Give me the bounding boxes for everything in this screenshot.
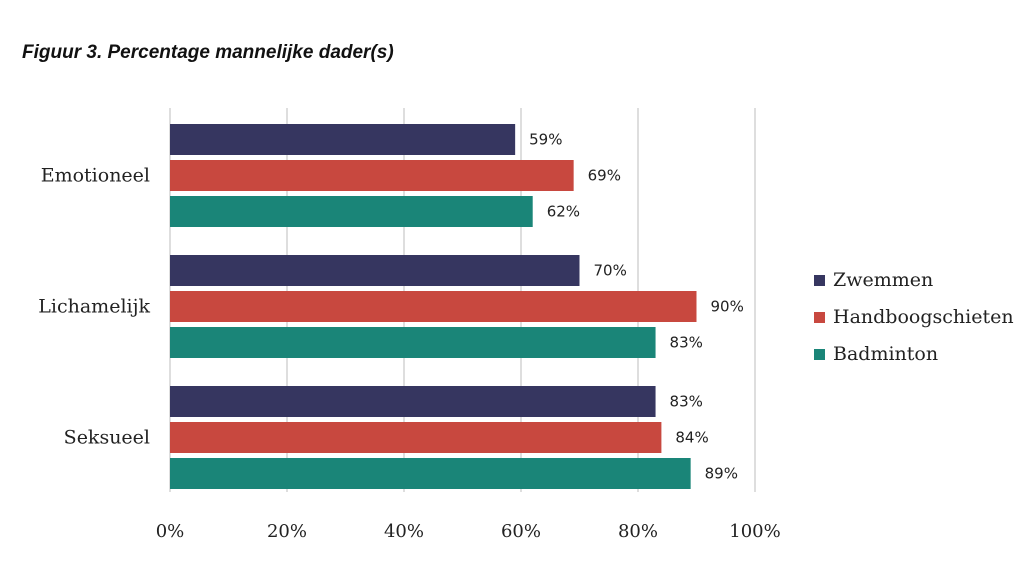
- data-label: 62%: [547, 203, 580, 221]
- bar: [170, 255, 580, 286]
- x-tick-label: 40%: [384, 521, 424, 542]
- data-label: 70%: [594, 262, 627, 280]
- data-label: 89%: [705, 465, 738, 483]
- x-axis-ticks: 0% 20% 40% 60% 80% 100%: [156, 521, 781, 542]
- bar: [170, 327, 656, 358]
- x-tick-label: 60%: [501, 521, 541, 542]
- bar: [170, 386, 656, 417]
- legend-swatch: [814, 349, 825, 360]
- bar: [170, 196, 533, 227]
- data-label: 83%: [670, 393, 703, 411]
- chart-title: Figuur 3. Percentage mannelijke dader(s): [22, 42, 394, 63]
- data-label: 83%: [670, 334, 703, 352]
- legend-swatch: [814, 275, 825, 286]
- bar: [170, 422, 662, 453]
- legend-label: Badminton: [833, 343, 938, 365]
- legend-label: Handboogschieten: [833, 306, 1014, 328]
- category-label: Seksueel: [64, 427, 150, 449]
- data-label: 84%: [675, 429, 708, 447]
- data-label: 90%: [711, 298, 744, 316]
- bar: [170, 160, 574, 191]
- data-labels: 59% 69% 62% 70% 90% 83% 83% 84% 89%: [529, 131, 744, 483]
- x-tick-label: 0%: [156, 521, 185, 542]
- bar: [170, 124, 516, 155]
- x-tick-label: 100%: [729, 521, 780, 542]
- category-label: Lichamelijk: [38, 296, 150, 318]
- data-label: 69%: [588, 167, 621, 185]
- legend-swatch: [814, 312, 825, 323]
- legend-label: Zwemmen: [833, 269, 933, 291]
- x-tick-label: 80%: [618, 521, 658, 542]
- category-label: Emotioneel: [41, 165, 150, 187]
- data-label: 59%: [529, 131, 562, 149]
- legend: Zwemmen Handboogschieten Badminton: [814, 269, 1014, 365]
- bar: [170, 291, 697, 322]
- category-labels: Emotioneel Lichamelijk Seksueel: [38, 165, 150, 449]
- bar: [170, 458, 691, 489]
- bars: [170, 124, 697, 489]
- x-tick-label: 20%: [267, 521, 307, 542]
